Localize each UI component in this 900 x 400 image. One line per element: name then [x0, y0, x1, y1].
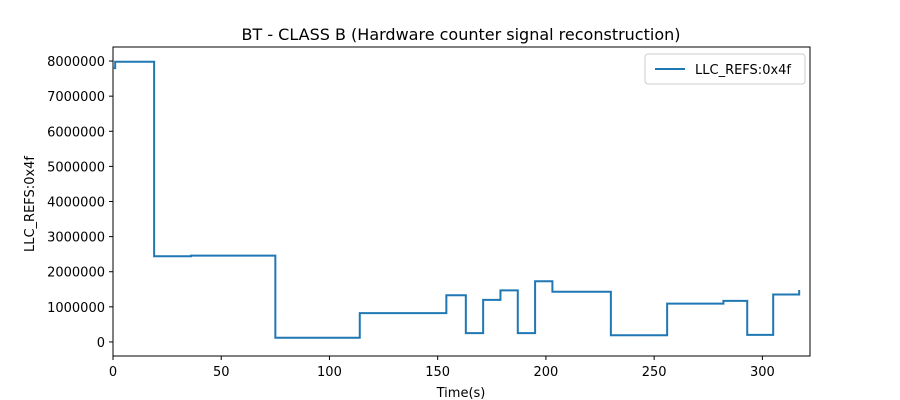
- x-axis-label: Time(s): [436, 386, 486, 400]
- y-axis-ticks: 0 1000000 2000000 3000000 4000000 5000000 6000…: [47, 55, 113, 351]
- chart-title: BT - CLASS B (Hardware counter signal re…: [241, 25, 680, 44]
- legend-label-llc-refs: LLC_REFS:0x4f: [695, 63, 791, 78]
- y-tick-label: 1000000: [47, 301, 105, 316]
- legend-box: [644, 53, 806, 85]
- y-tick-label: 4000000: [47, 196, 105, 211]
- y-tick-label: 8000000: [47, 55, 105, 70]
- x-tick-label: 100: [317, 365, 342, 380]
- x-tick-label: 150: [425, 365, 450, 380]
- y-tick-label: 0: [97, 336, 105, 351]
- y-axis-label: LLC_REFS:0x4f: [23, 156, 38, 252]
- y-tick-label: 5000000: [47, 160, 105, 175]
- series-line-0: [113, 60, 801, 339]
- y-tick-label: 7000000: [47, 90, 105, 105]
- y-tick-label: 3000000: [47, 231, 105, 246]
- x-tick-label: 0: [109, 365, 117, 380]
- legend: LLC_REFS:0x4f: [644, 53, 806, 85]
- x-tick-label: 50: [213, 365, 230, 380]
- y-tick-label: 2000000: [47, 266, 105, 281]
- x-axis-ticks: 0 50 100 150 200 250 300: [109, 356, 775, 380]
- x-tick-label: 200: [534, 365, 559, 380]
- plot-frame: [112, 46, 811, 357]
- y-tick-label: 6000000: [47, 125, 105, 140]
- x-tick-label: 300: [750, 365, 775, 380]
- x-tick-label: 250: [642, 365, 667, 380]
- plot-area: [112, 46, 811, 357]
